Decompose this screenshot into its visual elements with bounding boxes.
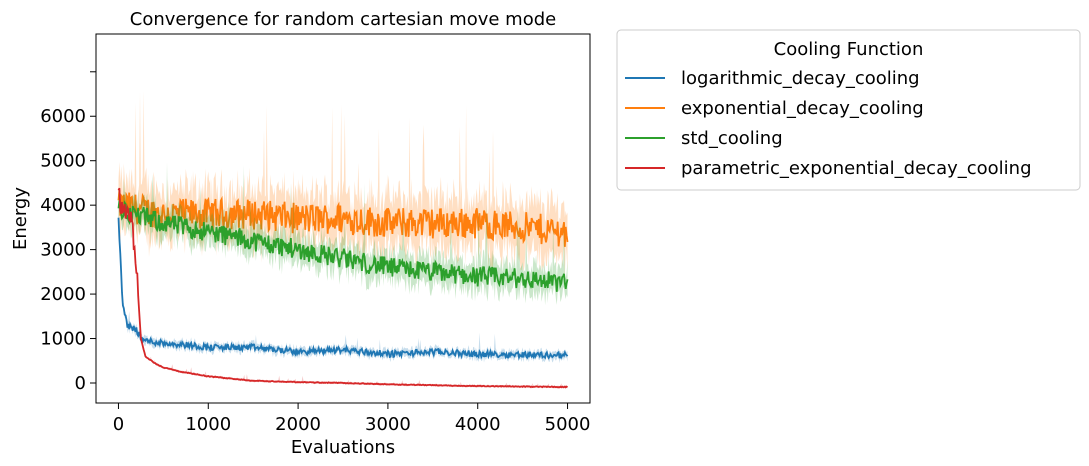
legend: Cooling Function logarithmic_decay_cooli… [616,29,1081,191]
x-tick-label: 5000 [545,414,591,435]
x-tick-label: 2000 [275,414,321,435]
y-tick-label: 5000 [40,151,86,172]
x-tick-label: 1000 [185,414,231,435]
y-tick-label: 2000 [40,284,86,305]
series-logarithmic_decay_cooling [117,213,569,364]
series-std_cooling [117,162,569,306]
x-tick-label: 0 [113,414,124,435]
legend-label: exponential_decay_cooling [681,98,924,119]
y-tick-label: 4000 [40,195,86,216]
legend-box [616,29,1081,191]
y-tick-label: 3000 [40,240,86,261]
legend-item: parametric_exponential_decay_cooling [625,158,1032,179]
legend-item: exponential_decay_cooling [625,98,924,119]
legend-title: Cooling Function [774,39,924,60]
line-exponential_decay_cooling [117,189,569,247]
legend-label: std_cooling [681,128,783,149]
y-tick-label: 6000 [40,106,86,127]
x-tick-label: 4000 [455,414,501,435]
y-tick-label: 0 [75,373,86,394]
plot-frame [95,33,591,404]
line-logarithmic_decay_cooling [117,217,569,361]
legend-label: logarithmic_decay_cooling [681,68,920,89]
legend-items: logarithmic_decay_cooling exponential_dec… [625,68,1032,179]
axes-layer: 0 1000 2000 3000 4000 5000 0 1000 2000 3000 4000 50… [40,71,591,435]
line-std_cooling [117,200,569,292]
legend-item: logarithmic_decay_cooling [625,68,920,89]
chart-title: Convergence for random cartesian move mo… [130,9,556,30]
line-parametric_exponential_decay_cooling [117,187,568,389]
x-tick-label: 3000 [365,414,411,435]
x-axis-label: Evaluations [291,437,395,458]
legend-item: std_cooling [625,128,783,149]
y-axis-label: Energy [10,187,31,250]
y-tick-label: 1000 [40,329,86,350]
legend-label: parametric_exponential_decay_cooling [681,158,1032,179]
series-parametric_exponential_decay_cooling [117,186,568,389]
confidence-band-logarithmic_decay_cooling [118,213,568,364]
series-layer [117,91,569,389]
